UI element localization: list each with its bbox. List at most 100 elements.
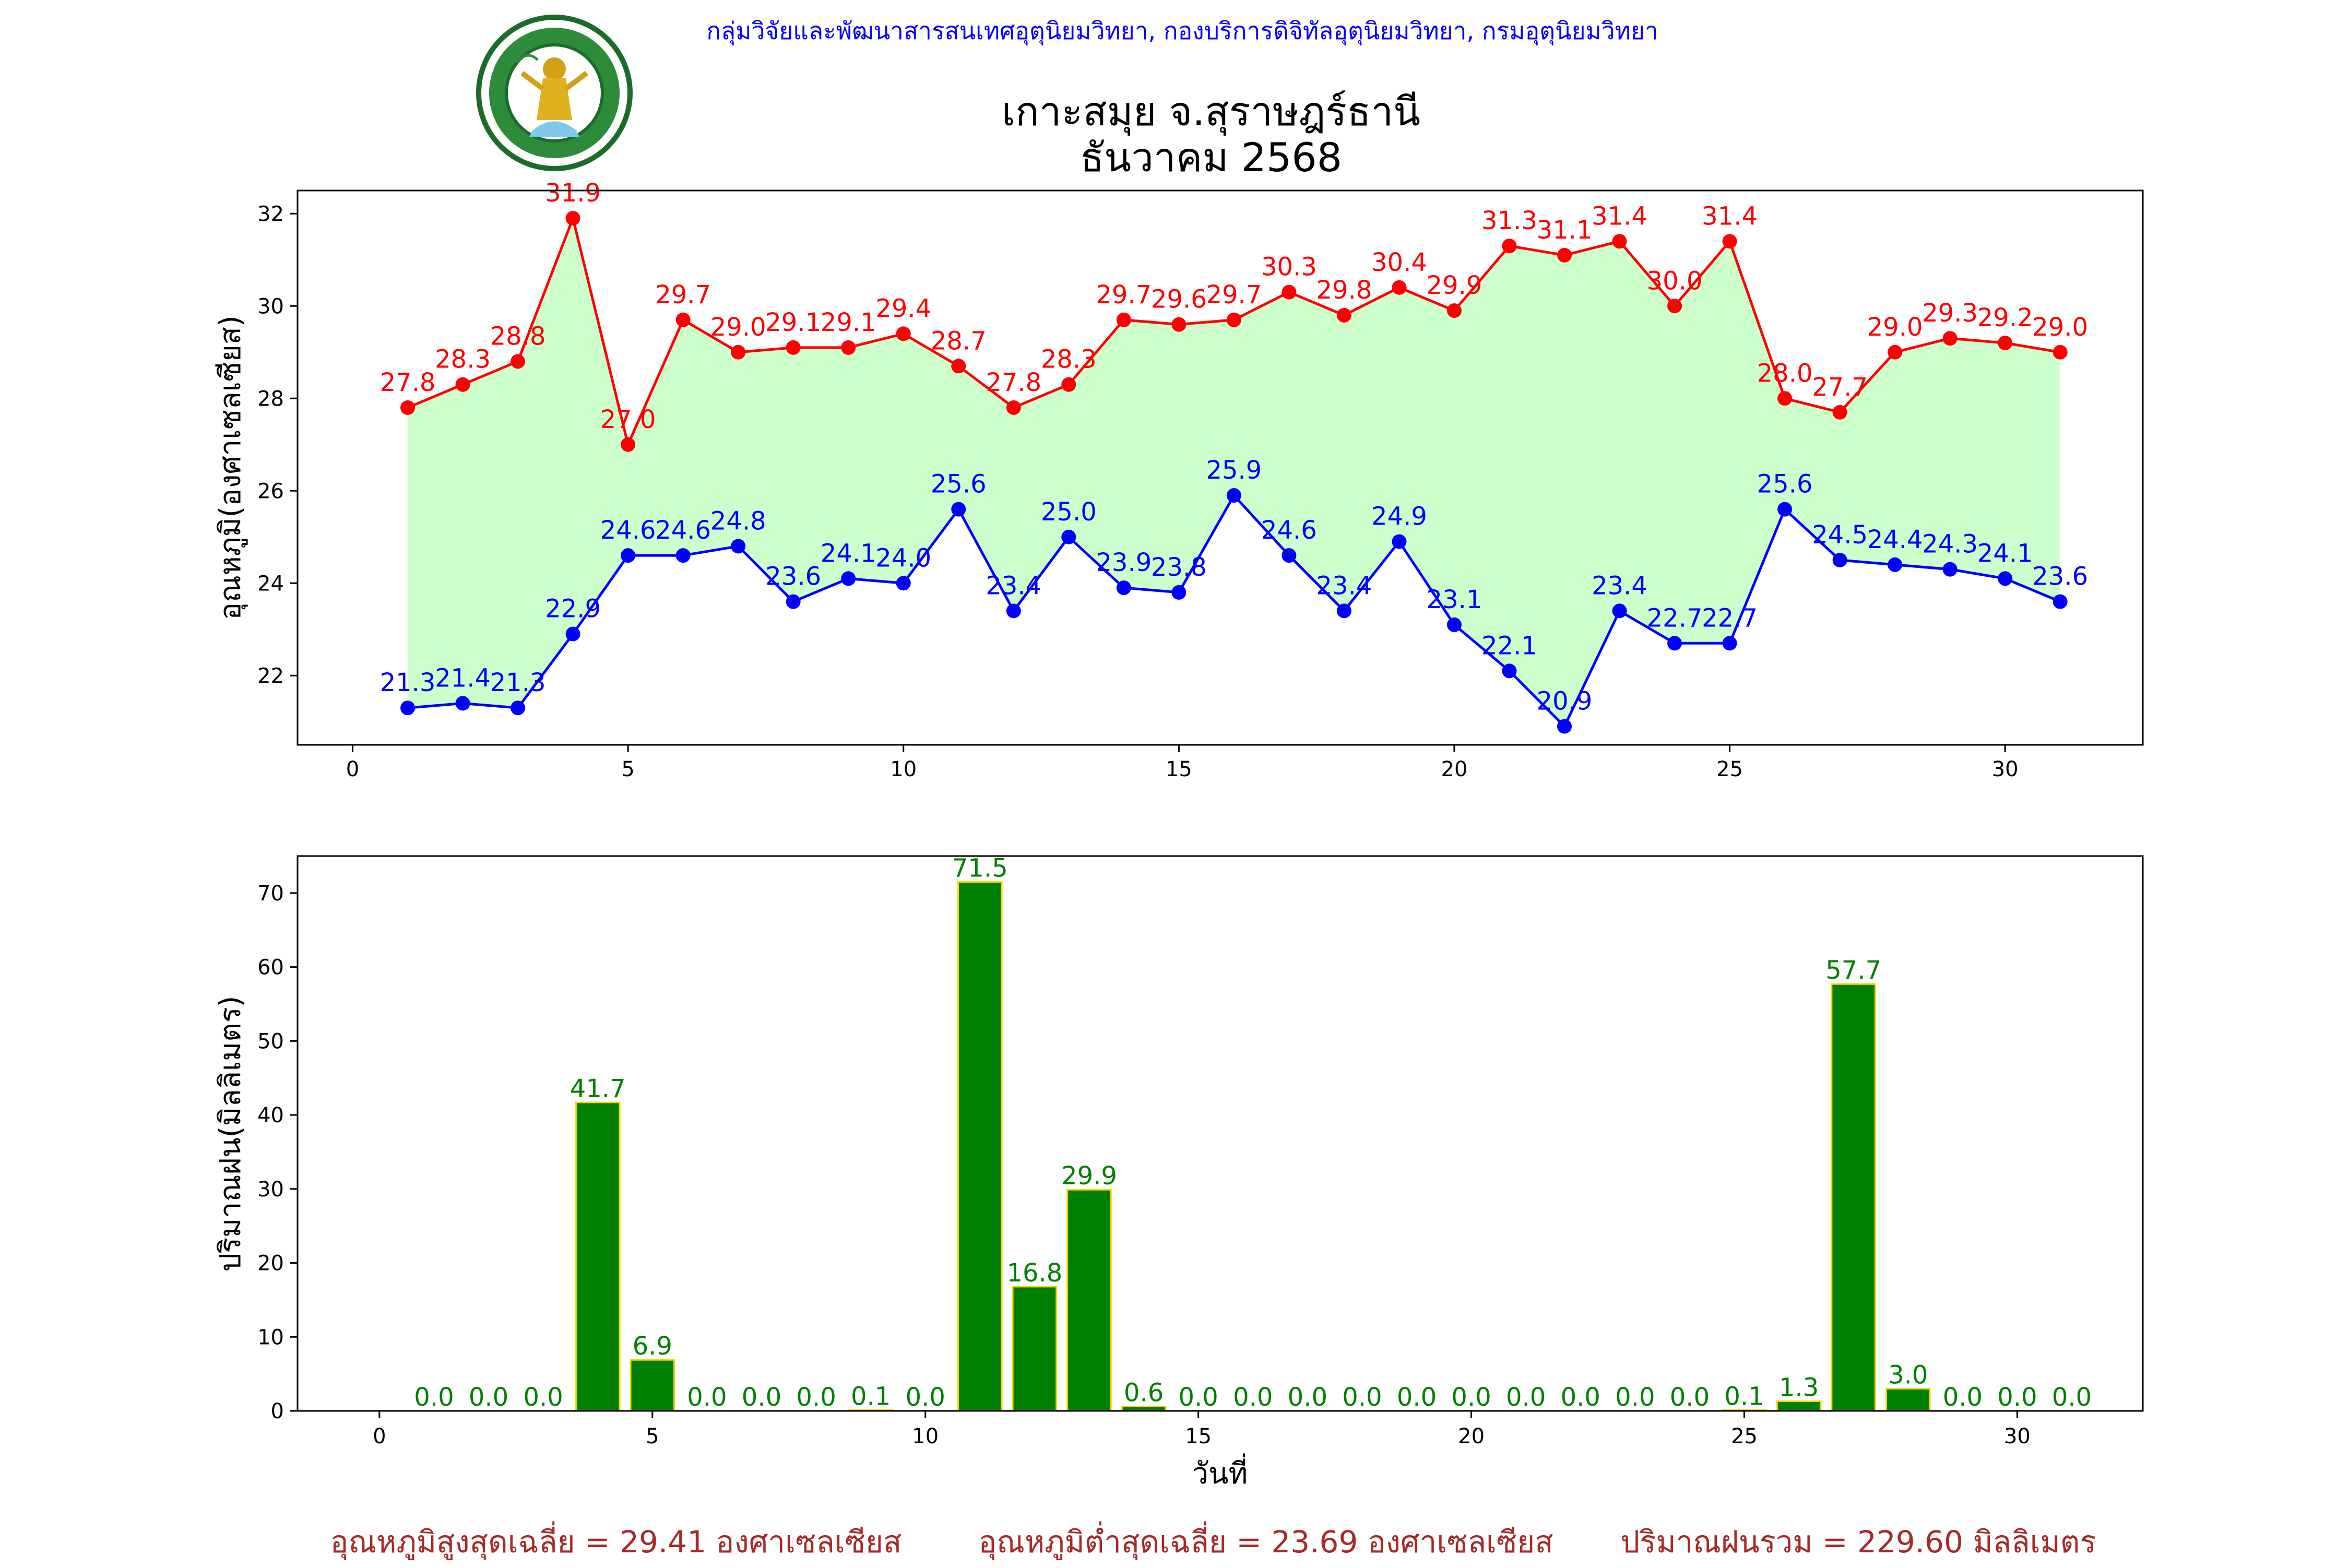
rain-bar-label: 0.0: [1233, 1383, 1273, 1412]
temp-x-tick-label: 0: [346, 757, 359, 781]
min-temp-point: [1832, 553, 1847, 567]
rainfall-chart: 0.0 0.0 0.0 41.7 6.9 0.0 0.0 0.0 0.1 0.0 71.5 16.8 2…: [213, 854, 2144, 1491]
rain-x-tick-label: 25: [1731, 1424, 1758, 1448]
rain-bar: [1066, 1189, 1112, 1412]
min-temp-point: [1888, 557, 1903, 572]
max-temp-point: [1061, 377, 1076, 392]
rainfall-y-axis-label: ปริมาณฝน(มิลลิเมตร): [213, 996, 247, 1272]
max-temp-label: 30.4: [1371, 248, 1427, 277]
max-temp-point: [455, 377, 470, 392]
max-temp-point: [565, 211, 580, 226]
max-temp-label: 29.0: [2032, 313, 2088, 342]
min-temp-label: 23.4: [1592, 571, 1647, 600]
min-temp-point: [1282, 548, 1297, 563]
rain-bar-label: 0.0: [1997, 1383, 2037, 1412]
min-temp-label: 25.9: [1206, 456, 1262, 485]
max-temp-point: [786, 340, 801, 355]
min-temp-label: 24.0: [875, 543, 931, 573]
rain-bar: [1012, 1286, 1058, 1412]
rain-bar: [1776, 1400, 1822, 1412]
rain-bar: [957, 881, 1003, 1412]
footer-avg-max-temp: อุณหภูมิสูงสุดเฉลี่ย = 29.41 องศาเซลเซีย…: [330, 1521, 902, 1561]
min-temp-label: 25.6: [931, 470, 987, 499]
rain-y-tick-label: 10: [257, 1325, 284, 1349]
chart-title-station: เกาะสมุย จ.สุราษฎร์ธานี: [1002, 88, 1420, 136]
max-temp-label: 29.0: [1867, 313, 1923, 342]
min-temp-label: 21.4: [435, 663, 491, 693]
rain-bar-label: 6.9: [633, 1332, 672, 1361]
temp-y-tick-label: 30: [257, 294, 284, 318]
max-temp-point: [2053, 345, 2068, 360]
min-temp-label: 22.9: [545, 595, 601, 624]
rain-y-tick-label: 50: [257, 1029, 284, 1053]
rain-x-tick-label: 30: [2004, 1424, 2031, 1448]
min-temp-label: 24.9: [1371, 502, 1427, 531]
min-temp-label: 23.1: [1427, 585, 1482, 614]
rain-bar-label: 0.0: [469, 1383, 508, 1412]
max-temp-point: [1226, 312, 1241, 327]
max-temp-label: 29.1: [821, 308, 876, 337]
rain-bar: [1831, 983, 1877, 1412]
max-temp-label: 29.7: [1206, 280, 1262, 310]
max-temp-point: [1942, 331, 1958, 346]
max-temp-label: 30.3: [1261, 253, 1317, 282]
temp-y-tick-label: 22: [257, 664, 284, 688]
min-temp-label: 23.6: [2032, 562, 2088, 591]
rain-bar-label: 0.0: [1943, 1383, 1983, 1412]
min-temp-point: [841, 571, 856, 586]
max-temp-point: [1998, 336, 2013, 351]
max-temp-label: 31.1: [1537, 216, 1593, 245]
rain-bar-label: 0.0: [1178, 1383, 1218, 1412]
min-temp-point: [621, 548, 636, 563]
max-temp-point: [1557, 247, 1572, 263]
rain-bar-label: 0.0: [796, 1383, 836, 1412]
min-temp-label: 23.9: [1096, 548, 1152, 577]
max-temp-point: [511, 354, 526, 369]
temp-x-tick-label: 5: [621, 757, 634, 781]
min-temp-point: [2053, 594, 2068, 609]
temp-x-tick-label: 20: [1441, 757, 1468, 781]
min-temp-label: 24.6: [1261, 516, 1317, 545]
min-temp-label: 25.6: [1757, 470, 1813, 499]
min-temp-label: 23.8: [1151, 553, 1207, 582]
rain-x-tick-label: 5: [646, 1424, 659, 1448]
footer-total-rain: ปริมาณฝนรวม = 229.60 มิลลิเมตร: [1620, 1524, 2096, 1560]
rain-bar-label: 0.0: [1451, 1383, 1491, 1412]
max-temp-label: 28.3: [435, 345, 491, 374]
min-temp-point: [1006, 603, 1021, 619]
max-temp-label: 28.7: [931, 326, 987, 355]
max-temp-point: [1006, 400, 1021, 415]
min-temp-label: 24.1: [1977, 539, 2033, 568]
max-temp-label: 29.7: [1096, 280, 1152, 310]
min-temp-point: [1942, 562, 1958, 577]
min-temp-point: [1116, 580, 1131, 596]
min-temp-label: 23.6: [765, 562, 821, 591]
min-temp-label: 23.4: [986, 571, 1041, 600]
rain-bar-label: 0.0: [687, 1383, 727, 1412]
rain-bar-label: 0.0: [742, 1383, 781, 1412]
rain-bar-label: 29.9: [1061, 1161, 1117, 1191]
min-temp-label: 24.4: [1867, 525, 1923, 554]
min-temp-label: 24.1: [821, 539, 876, 568]
max-temp-point: [675, 312, 691, 327]
rain-y-tick-label: 0: [271, 1399, 284, 1423]
footer-avg-min-temp: อุณหภูมิต่ำสุดเฉลี่ย = 23.69 องศาเซลเซีย…: [978, 1521, 1553, 1561]
min-temp-label: 24.8: [710, 506, 766, 536]
rain-bar: [575, 1101, 621, 1412]
max-temp-label: 29.4: [875, 294, 931, 323]
rain-x-tick-label: 15: [1185, 1424, 1212, 1448]
min-temp-point: [1667, 636, 1682, 651]
rain-bar-label: 0.0: [1615, 1383, 1655, 1412]
temp-y-tick-label: 28: [257, 387, 284, 411]
min-temp-label: 22.7: [1702, 603, 1758, 633]
max-temp-point: [951, 359, 966, 374]
min-temp-point: [896, 576, 911, 591]
temp-y-tick-label: 32: [257, 202, 284, 226]
max-temp-label: 27.0: [600, 405, 656, 434]
temperature-y-axis-label: อุณหภูมิ(องศาเซลเซียส): [213, 315, 248, 620]
max-temp-label: 31.4: [1702, 201, 1758, 231]
min-temp-label: 22.7: [1647, 603, 1703, 633]
min-temp-label: 24.5: [1812, 520, 1868, 550]
min-temp-label: 23.4: [1316, 571, 1372, 600]
